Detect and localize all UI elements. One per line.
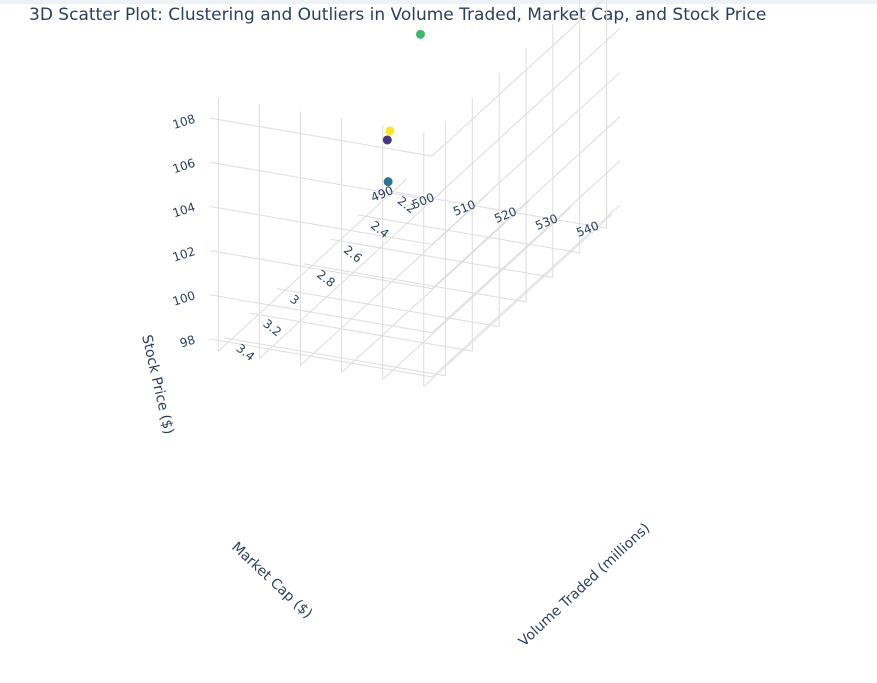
z-tick-label: 108 [171,112,197,132]
top-bar [0,0,877,4]
floor-gridline [330,238,553,278]
data-point[interactable] [385,126,395,136]
x-tick-label: 2.8 [314,267,338,290]
data-point[interactable] [382,135,392,145]
y-tick-label: 490 [369,183,395,205]
x-tick-label: 3.4 [234,341,258,364]
floor-gridline [223,337,446,377]
back-wall-gridline [209,294,433,334]
x-axis-title: Volume Traded (millions) [516,520,653,650]
z-tick-label: 102 [171,244,197,264]
z-tick-label: 98 [178,332,197,350]
back-wall-gridline [209,117,433,157]
x-tick-label: 3 [287,292,302,308]
floor-gridline [303,263,527,303]
y-tick-label: 520 [492,204,518,226]
floor-gridline [277,288,500,328]
floor-gridline [250,312,473,352]
x-tick-label: 3.2 [260,316,284,339]
side-wall-gridline [431,160,621,334]
y-axis-title: Market Cap ($) [228,539,315,622]
side-wall-gridline [431,116,621,289]
side-wall-gridline [431,0,604,157]
z-tick-label: 100 [171,288,197,308]
z-axis-title: Stock Price ($) [138,333,176,436]
side-wall-gridline [431,27,621,201]
back-wall-gridline [209,161,433,201]
back-wall-gridline [209,338,433,378]
side-wall-gridline [431,72,621,245]
floor-gridline [384,189,607,229]
y-tick-label: 510 [451,197,477,219]
chart-title: 3D Scatter Plot: Clustering and Outliers… [29,5,767,25]
y-tick-label: 530 [533,211,559,233]
z-tick-label: 104 [171,200,197,220]
side-wall-gridline [431,204,621,378]
data-point[interactable] [383,177,393,187]
back-wall-gridline [209,205,433,245]
x-tick-label: 2.6 [341,243,365,266]
z-tick-label: 106 [171,156,197,176]
floor-gridline [357,214,580,254]
y-tick-label: 540 [574,218,600,240]
x-tick-label: 2.4 [368,218,392,241]
back-wall-gridline [209,250,433,290]
data-point[interactable] [415,29,425,39]
